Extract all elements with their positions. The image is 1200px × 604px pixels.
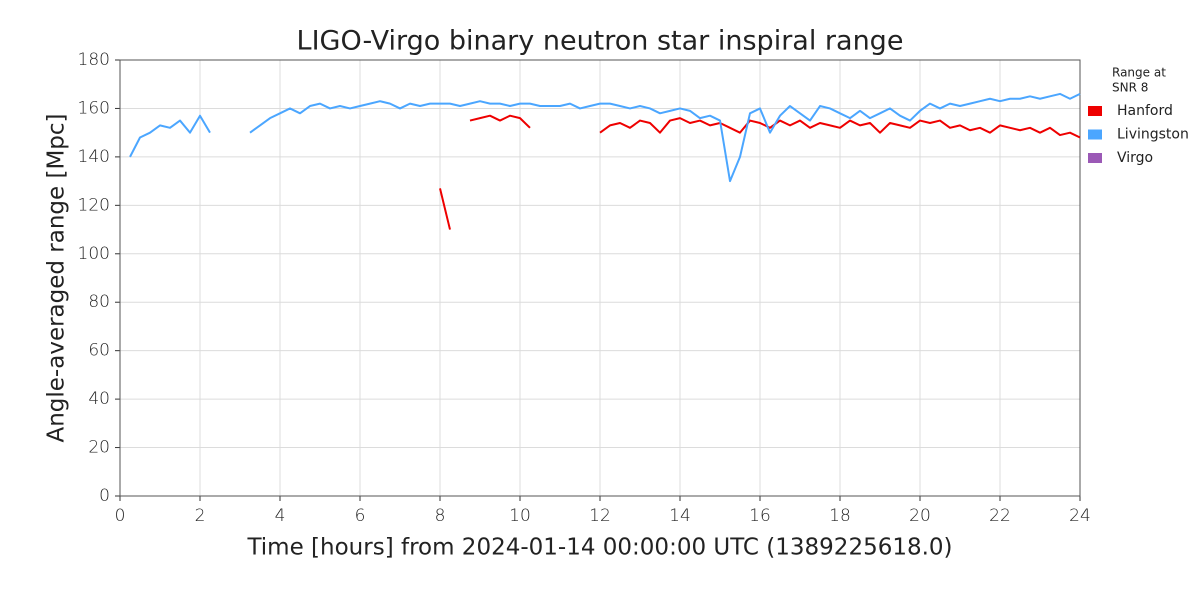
x-tick-label: 16: [749, 506, 771, 526]
x-tick-label: 0: [115, 506, 126, 526]
x-tick-label: 10: [509, 506, 531, 526]
x-tick-label: 12: [589, 506, 611, 526]
legend-label: Livingston: [1117, 127, 1189, 143]
y-tick-label: 120: [78, 195, 110, 215]
x-axis-label: Time [hours] from 2024-01-14 00:00:00 UT…: [246, 535, 952, 561]
x-tick-label: 8: [435, 506, 446, 526]
legend-swatch: [1088, 153, 1102, 163]
plot-frame: [119, 59, 1081, 497]
legend-label: Hanford: [1117, 103, 1173, 119]
y-tick-label: 20: [88, 438, 110, 458]
y-tick-label: 160: [78, 98, 110, 118]
legend-title: Range at: [1112, 66, 1166, 80]
legend-title: SNR 8: [1112, 81, 1148, 95]
x-tick-label: 2: [195, 506, 206, 526]
x-tick-label: 24: [1069, 506, 1091, 526]
x-tick-label: 22: [989, 506, 1011, 526]
legend-label: Virgo: [1117, 150, 1153, 166]
y-tick-label: 40: [88, 389, 110, 409]
legend-swatch: [1088, 129, 1102, 140]
y-tick-label: 180: [78, 50, 110, 70]
x-tick-label: 4: [275, 506, 286, 526]
y-tick-label: 100: [78, 244, 110, 264]
x-tick-label: 6: [355, 506, 366, 526]
legend-swatch: [1088, 106, 1102, 116]
y-axis-label: Angle-averaged range [Mpc]: [44, 113, 70, 442]
series-line: [129, 92, 1081, 183]
series-line: [439, 114, 1081, 230]
y-tick-label: 80: [88, 292, 110, 312]
y-tick-label: 60: [88, 341, 110, 361]
x-tick-label: 18: [829, 506, 851, 526]
y-tick-label: 140: [78, 147, 110, 167]
x-tick-label: 14: [669, 506, 691, 526]
chart-title: LIGO-Virgo binary neutron star inspiral …: [297, 26, 904, 57]
x-tick-label: 20: [909, 506, 931, 526]
y-tick-label: 0: [99, 486, 110, 506]
